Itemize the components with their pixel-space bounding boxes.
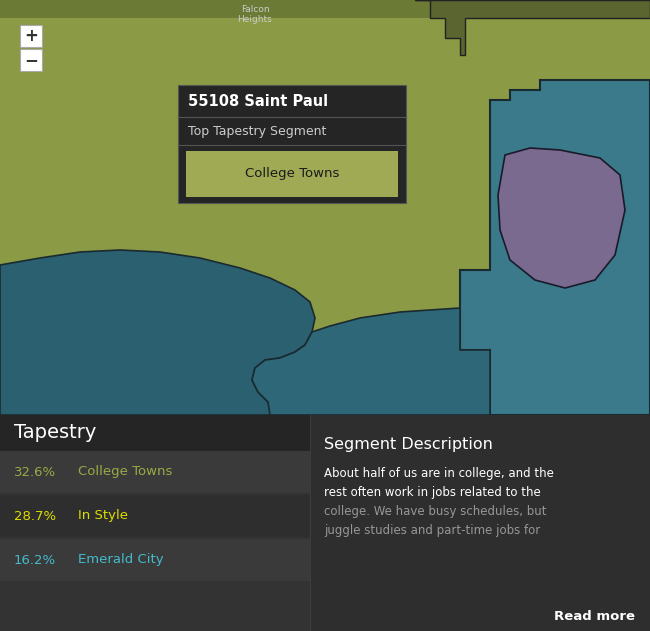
FancyBboxPatch shape xyxy=(0,495,310,537)
FancyBboxPatch shape xyxy=(0,539,310,581)
Polygon shape xyxy=(415,0,650,55)
Polygon shape xyxy=(0,250,315,415)
FancyBboxPatch shape xyxy=(0,451,310,493)
FancyBboxPatch shape xyxy=(0,415,310,451)
FancyBboxPatch shape xyxy=(0,415,650,631)
Text: −: − xyxy=(24,51,38,69)
Text: juggle studies and part-time jobs for: juggle studies and part-time jobs for xyxy=(324,524,540,537)
FancyBboxPatch shape xyxy=(0,18,650,415)
FancyBboxPatch shape xyxy=(20,49,42,71)
Text: Segment Description: Segment Description xyxy=(324,437,493,452)
Text: rest often work in jobs related to the: rest often work in jobs related to the xyxy=(324,486,541,499)
Text: Falcon: Falcon xyxy=(240,6,269,15)
Text: In Style: In Style xyxy=(78,509,128,522)
Text: College Towns: College Towns xyxy=(245,167,339,180)
Text: College Towns: College Towns xyxy=(78,466,172,478)
Text: 55108 Saint Paul: 55108 Saint Paul xyxy=(188,93,328,109)
Text: Read more: Read more xyxy=(554,611,635,623)
Text: 16.2%: 16.2% xyxy=(14,553,56,567)
Text: Top Tapestry Segment: Top Tapestry Segment xyxy=(188,124,326,138)
Polygon shape xyxy=(498,148,625,288)
Text: college. We have busy schedules, but: college. We have busy schedules, but xyxy=(324,505,547,518)
FancyBboxPatch shape xyxy=(0,415,310,631)
Polygon shape xyxy=(460,80,650,415)
FancyBboxPatch shape xyxy=(0,0,650,18)
Polygon shape xyxy=(252,308,490,415)
Text: +: + xyxy=(24,27,38,45)
FancyBboxPatch shape xyxy=(178,85,406,203)
Text: Tapestry: Tapestry xyxy=(14,423,96,442)
Text: Heights: Heights xyxy=(238,16,272,25)
Text: 28.7%: 28.7% xyxy=(14,509,56,522)
Text: Emerald City: Emerald City xyxy=(78,553,164,567)
FancyBboxPatch shape xyxy=(20,25,42,47)
Text: 32.6%: 32.6% xyxy=(14,466,56,478)
Text: About half of us are in college, and the: About half of us are in college, and the xyxy=(324,467,554,480)
FancyBboxPatch shape xyxy=(186,151,398,197)
